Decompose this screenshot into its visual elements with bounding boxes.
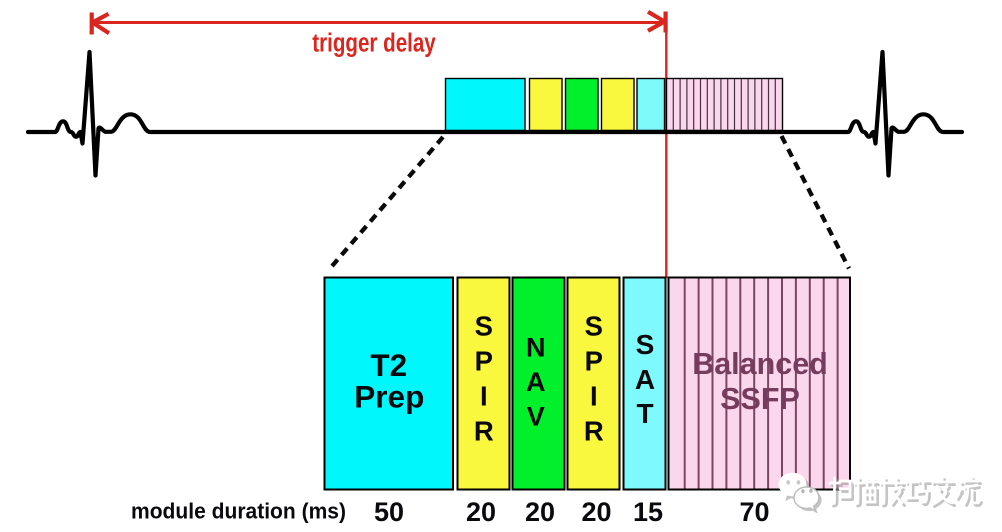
svg-text:Prep: Prep	[354, 379, 424, 415]
svg-text:20: 20	[466, 497, 496, 527]
svg-text:50: 50	[374, 497, 404, 527]
svg-text:S: S	[636, 329, 655, 360]
svg-text:I: I	[480, 381, 488, 412]
svg-text:Balanced: Balanced	[692, 347, 828, 381]
svg-text:P: P	[585, 346, 603, 377]
svg-text:20: 20	[525, 497, 555, 527]
svg-text:A: A	[635, 364, 655, 395]
svg-text:70: 70	[739, 497, 769, 527]
svg-text:V: V	[527, 402, 545, 432]
svg-text:20: 20	[581, 497, 611, 527]
svg-text:S: S	[585, 311, 603, 342]
svg-text:R: R	[584, 416, 604, 447]
svg-text:trigger delay: trigger delay	[312, 30, 436, 58]
svg-text:A: A	[526, 367, 546, 397]
svg-text:P: P	[475, 346, 493, 377]
svg-text:module duration (ms): module duration (ms)	[131, 498, 346, 523]
svg-text:I: I	[590, 381, 598, 412]
svg-text:15: 15	[633, 497, 663, 527]
svg-text:T2: T2	[370, 347, 407, 383]
svg-text:S: S	[475, 311, 493, 342]
svg-text:N: N	[526, 332, 546, 362]
svg-text:R: R	[474, 416, 494, 447]
svg-text:T: T	[636, 398, 653, 429]
svg-text:SSFP: SSFP	[720, 382, 800, 416]
